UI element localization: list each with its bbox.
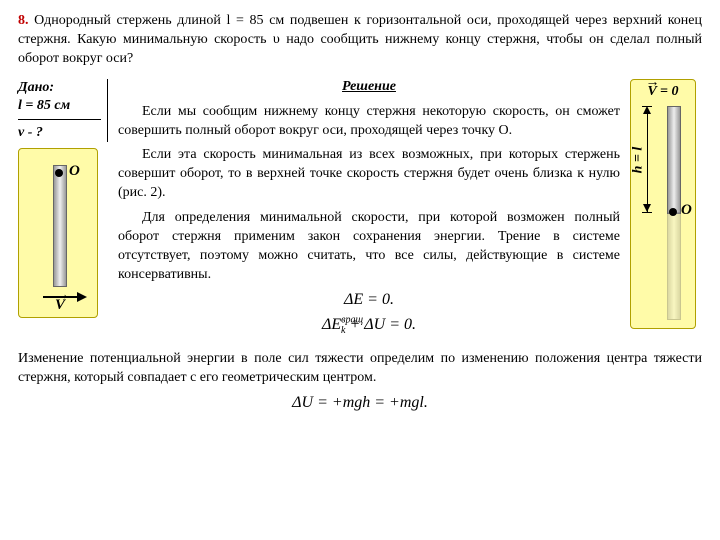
solution-p1: Если мы сообщим нижнему концу стержня не… bbox=[118, 103, 620, 141]
figure-2: → V = 0 O h = l bbox=[630, 79, 696, 329]
given-divider bbox=[18, 119, 101, 120]
fig1-rod bbox=[53, 165, 67, 287]
fig2-dim-arrow-down bbox=[643, 204, 651, 212]
fig1-label-O: O bbox=[69, 163, 80, 180]
figure-1: O → V bbox=[18, 148, 98, 318]
equation-1: ΔE = 0. bbox=[118, 291, 620, 309]
solution-title: Решение bbox=[118, 79, 620, 95]
fig2-dim-label: h = l bbox=[630, 146, 646, 173]
fig2-rod-bottom bbox=[667, 212, 681, 320]
fig2-label-O: O bbox=[681, 202, 692, 219]
fig2-dim-cap-top bbox=[642, 106, 652, 107]
fig2-label-V0: → V = 0 bbox=[631, 84, 695, 100]
fig2-rod-top bbox=[667, 106, 681, 214]
solution-column: Решение Если мы сообщим нижнему концу ст… bbox=[118, 79, 620, 343]
left-column: Дано: l = 85 см v - ? O → V bbox=[18, 79, 108, 343]
fig2-dim-cap-bot bbox=[642, 212, 652, 213]
fig2-dim-line bbox=[647, 108, 648, 212]
fig1-pivot bbox=[55, 169, 63, 177]
fig1-label-V: → V bbox=[55, 297, 65, 314]
right-column: → V = 0 O h = l bbox=[630, 79, 702, 343]
solution-p4: Изменение потенциальной энергии в поле с… bbox=[18, 350, 702, 388]
given-l: l = 85 см bbox=[18, 97, 101, 115]
problem-statement: 8. Однородный стержень длиной l = 85 см … bbox=[18, 12, 702, 69]
solution-p3: Для определения минимальной скорости, пр… bbox=[118, 209, 620, 285]
equation-2: ΔEвращk + ΔU = 0. bbox=[118, 315, 620, 337]
equation-3: ΔU = +mgh = +mgl. bbox=[18, 394, 702, 412]
given-find: v - ? bbox=[18, 124, 101, 142]
solution-p2: Если эта скорость минимальная из всех во… bbox=[118, 146, 620, 203]
given-title: Дано: bbox=[18, 79, 101, 97]
problem-body: Однородный стержень длиной l = 85 см под… bbox=[18, 13, 702, 66]
main-content: Дано: l = 85 см v - ? O → V Решение Если… bbox=[18, 79, 702, 343]
fig2-pivot bbox=[669, 208, 677, 216]
given-block: Дано: l = 85 см v - ? bbox=[18, 79, 108, 142]
problem-number: 8. bbox=[18, 13, 29, 28]
fig2-dim-arrow-up bbox=[643, 106, 651, 114]
